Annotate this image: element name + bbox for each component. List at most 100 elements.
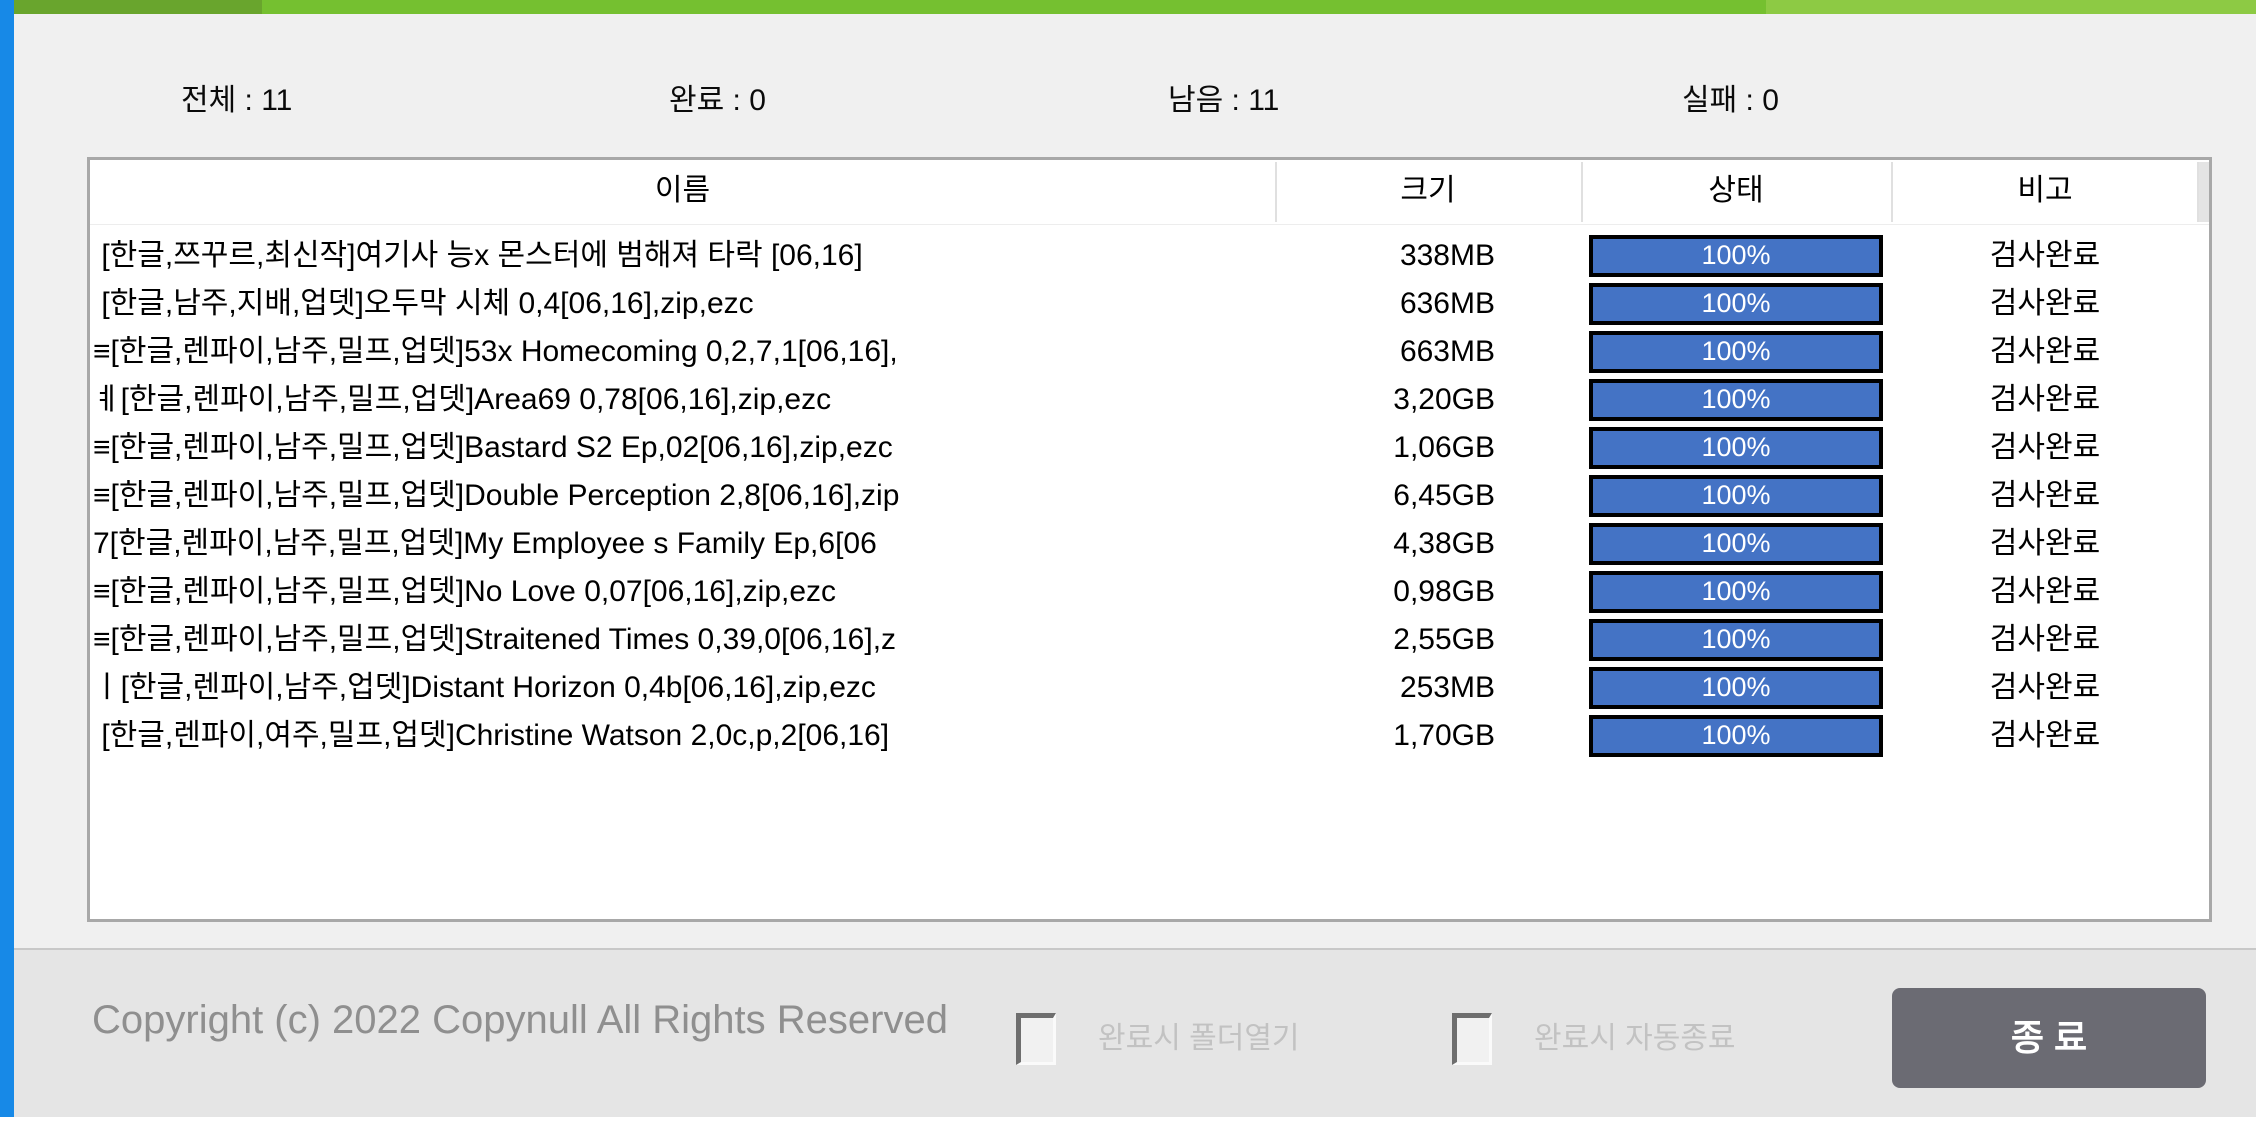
progress-label: 100% xyxy=(1701,528,1771,558)
file-remark-cell: 검사완료 xyxy=(1989,527,2101,560)
column-divider xyxy=(1275,162,1277,222)
overall-progress-segment-mid xyxy=(262,0,1766,14)
file-name-cell: ≡[한글,렌파이,남주,밀프,업뎃]No Love 0,07[06,16],zi… xyxy=(93,575,837,608)
file-status-cell: 100% xyxy=(1581,472,1891,520)
file-name-cell: [한글,남주,지배,업뎃]오두막 시체 0,4[06,16],zip,ezc xyxy=(93,287,754,320)
progress-bar: 100% xyxy=(1589,571,1883,613)
progress-bar: 100% xyxy=(1589,475,1883,517)
file-name-cell: ㅖ[한글,렌파이,남주,밀프,업뎃]Area69 0,78[06,16],zip… xyxy=(93,383,832,416)
progress-label: 100% xyxy=(1701,480,1771,510)
progress-bar: 100% xyxy=(1589,715,1883,757)
file-size-cell: 338MB xyxy=(1399,239,1495,272)
auto-exit-checkbox[interactable] xyxy=(1452,1013,1492,1065)
file-remark-cell: 검사완료 xyxy=(1989,335,2101,368)
progress-label: 100% xyxy=(1701,672,1771,702)
file-status-cell: 100% xyxy=(1581,520,1891,568)
file-list-header: 이름 크기 상태 비고 xyxy=(90,160,2209,225)
table-row[interactable]: ≡[한글,렌파이,남주,밀프,업뎃]53x Homecoming 0,2,7,1… xyxy=(90,328,2209,376)
table-row[interactable]: [한글,남주,지배,업뎃]오두막 시체 0,4[06,16],zip,ezc 63… xyxy=(90,280,2209,328)
file-size-cell: 253MB xyxy=(1399,671,1495,704)
progress-label: 100% xyxy=(1701,384,1771,414)
file-remark-cell: 검사완료 xyxy=(1989,575,2101,608)
open-folder-checkbox-label: 완료시 폴더열기 xyxy=(1098,1022,1300,1055)
table-row[interactable]: ≡[한글,렌파이,남주,밀프,업뎃]Double Perception 2,8[… xyxy=(90,472,2209,520)
stat-total: 전체 : 11 xyxy=(181,84,293,117)
column-divider xyxy=(1581,162,1583,222)
progress-label: 100% xyxy=(1701,336,1771,366)
file-status-cell: 100% xyxy=(1581,328,1891,376)
file-remark-cell: 검사완료 xyxy=(1989,239,2101,272)
file-status-cell: 100% xyxy=(1581,664,1891,712)
progress-bar: 100% xyxy=(1589,379,1883,421)
file-remark-cell: 검사완료 xyxy=(1989,479,2101,512)
copyright-text: Copyright (c) 2022 Copynull All Rights R… xyxy=(92,998,948,1042)
progress-label: 100% xyxy=(1701,432,1771,462)
table-row[interactable]: ≡[한글,렌파이,남주,밀프,업뎃]No Love 0,07[06,16],zi… xyxy=(90,568,2209,616)
file-size-cell: 2,55GB xyxy=(1393,623,1495,656)
stat-failed: 실패 : 0 xyxy=(1682,84,1779,117)
file-size-cell: 1,06GB xyxy=(1393,431,1495,464)
column-header-remark[interactable]: 비고 xyxy=(2017,174,2073,207)
file-size-cell: 6,45GB xyxy=(1393,479,1495,512)
file-name-cell: ≡[한글,렌파이,남주,밀프,업뎃]53x Homecoming 0,2,7,1… xyxy=(93,335,898,368)
file-name-cell: 7[한글,렌파이,남주,밀프,업뎃]My Employee s Family E… xyxy=(93,527,877,560)
progress-bar: 100% xyxy=(1589,667,1883,709)
column-header-name[interactable]: 이름 xyxy=(654,174,711,207)
stat-done: 완료 : 0 xyxy=(669,84,766,117)
file-status-cell: 100% xyxy=(1581,280,1891,328)
file-list[interactable]: 이름 크기 상태 비고 [한글,쯔꾸르,최신작]여기사 능x 몬스터에 범해져 … xyxy=(87,157,2212,922)
file-status-cell: 100% xyxy=(1581,424,1891,472)
column-divider xyxy=(1891,162,1893,222)
overall-progress-segment-dark xyxy=(14,0,262,14)
file-remark-cell: 검사완료 xyxy=(1989,287,2101,320)
file-size-cell: 3,20GB xyxy=(1393,383,1495,416)
file-size-cell: 0,98GB xyxy=(1393,575,1495,608)
file-status-cell: 100% xyxy=(1581,232,1891,280)
table-row[interactable]: ≡[한글,렌파이,남주,밀프,업뎃]Straitened Times 0,39,… xyxy=(90,616,2209,664)
progress-bar: 100% xyxy=(1589,523,1883,565)
table-row[interactable]: ≡[한글,렌파이,남주,밀프,업뎃]Bastard S2 Ep,02[06,16… xyxy=(90,424,2209,472)
progress-label: 100% xyxy=(1701,624,1771,654)
table-row[interactable]: [한글,렌파이,여주,밀프,업뎃]Christine Watson 2,0c,p… xyxy=(90,712,2209,760)
progress-label: 100% xyxy=(1701,240,1771,270)
auto-exit-checkbox-label: 완료시 자동종료 xyxy=(1534,1022,1736,1055)
file-size-cell: 636MB xyxy=(1399,287,1495,320)
file-size-cell: 663MB xyxy=(1399,335,1495,368)
column-header-status[interactable]: 상태 xyxy=(1708,174,1764,207)
file-remark-cell: 검사완료 xyxy=(1989,623,2101,656)
file-name-cell: ≡[한글,렌파이,남주,밀프,업뎃]Bastard S2 Ep,02[06,16… xyxy=(93,431,893,464)
file-status-cell: 100% xyxy=(1581,568,1891,616)
progress-label: 100% xyxy=(1701,288,1771,318)
footer-divider xyxy=(14,948,2256,950)
progress-bar: 100% xyxy=(1589,427,1883,469)
file-name-cell: ≡[한글,렌파이,남주,밀프,업뎃]Straitened Times 0,39,… xyxy=(93,623,897,656)
file-status-cell: 100% xyxy=(1581,712,1891,760)
file-name-cell: [한글,쯔꾸르,최신작]여기사 능x 몬스터에 범해져 타락 [06,16] xyxy=(93,239,863,272)
table-row[interactable]: ㅣ[한글,렌파이,남주,업뎃]Distant Horizon 0,4b[06,1… xyxy=(90,664,2209,712)
window-edge-accent xyxy=(0,0,14,1117)
file-size-cell: 4,38GB xyxy=(1393,527,1495,560)
progress-bar: 100% xyxy=(1589,283,1883,325)
file-remark-cell: 검사완료 xyxy=(1989,431,2101,464)
file-name-cell: ≡[한글,렌파이,남주,밀프,업뎃]Double Perception 2,8[… xyxy=(93,479,900,512)
file-name-cell: [한글,렌파이,여주,밀프,업뎃]Christine Watson 2,0c,p… xyxy=(93,719,890,752)
column-header-size[interactable]: 크기 xyxy=(1400,174,1456,207)
table-row[interactable]: 7[한글,렌파이,남주,밀프,업뎃]My Employee s Family E… xyxy=(90,520,2209,568)
table-row[interactable]: [한글,쯔꾸르,최신작]여기사 능x 몬스터에 범해져 타락 [06,16] 33… xyxy=(90,232,2209,280)
file-remark-cell: 검사완료 xyxy=(1989,671,2101,704)
progress-label: 100% xyxy=(1701,720,1771,750)
table-row[interactable]: ㅖ[한글,렌파이,남주,밀프,업뎃]Area69 0,78[06,16],zip… xyxy=(90,376,2209,424)
open-folder-checkbox[interactable] xyxy=(1016,1013,1056,1065)
file-rows: [한글,쯔꾸르,최신작]여기사 능x 몬스터에 범해져 타락 [06,16] 33… xyxy=(90,232,2209,760)
footer-panel xyxy=(14,950,2256,1117)
file-name-cell: ㅣ[한글,렌파이,남주,업뎃]Distant Horizon 0,4b[06,1… xyxy=(93,671,876,704)
stat-remaining: 남음 : 11 xyxy=(1168,84,1280,117)
file-remark-cell: 검사완료 xyxy=(1989,719,2101,752)
file-size-cell: 1,70GB xyxy=(1393,719,1495,752)
window-bottom-edge xyxy=(0,1117,2256,1133)
progress-bar: 100% xyxy=(1589,619,1883,661)
exit-button[interactable]: 종 료 xyxy=(1892,988,2206,1088)
column-divider xyxy=(2197,162,2199,222)
file-status-cell: 100% xyxy=(1581,616,1891,664)
